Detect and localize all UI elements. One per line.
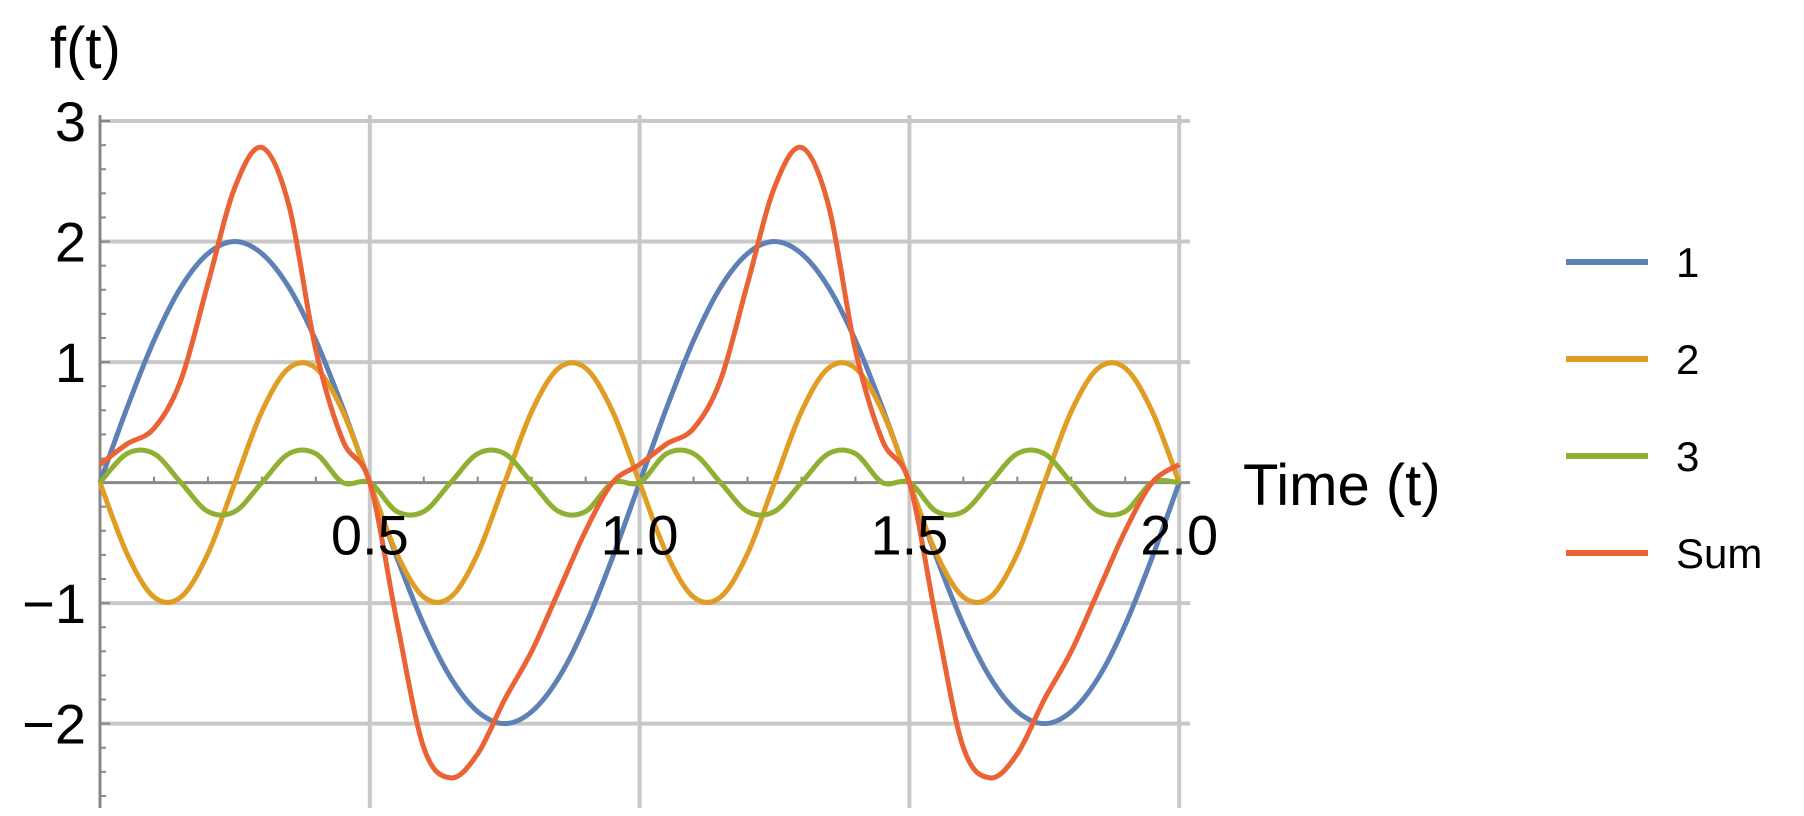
- legend-label-2: 2: [1676, 336, 1699, 383]
- series-line-3: [98, 447, 1180, 518]
- y-axis-title: f(t): [50, 16, 121, 81]
- y-tick-label: −1: [22, 572, 86, 635]
- y-tick-label: 3: [55, 90, 86, 153]
- grid-lines: [100, 115, 1190, 808]
- x-tick-label: 1.0: [601, 504, 679, 567]
- x-tick-label: 2.0: [1140, 504, 1218, 567]
- legend-label-1: 1: [1676, 239, 1699, 286]
- y-tick-label: 1: [55, 331, 86, 394]
- x-axis-title: Time (t): [1243, 453, 1441, 518]
- y-tick-label: 2: [55, 211, 86, 274]
- series-layer: [97, 144, 1182, 781]
- legend-label-3: 3: [1676, 433, 1699, 480]
- x-tick-label: 0.5: [331, 504, 409, 567]
- y-tick-label: −2: [22, 693, 86, 756]
- legend-label-sum: Sum: [1676, 530, 1762, 577]
- series-line-sum: [98, 144, 1181, 781]
- legend: 1 2 3 Sum: [1566, 239, 1762, 577]
- tick-labels: 0.5 1.0 1.5 2.0 −2 −1 1 2 3: [22, 90, 1218, 756]
- x-tick-label: 1.5: [870, 504, 948, 567]
